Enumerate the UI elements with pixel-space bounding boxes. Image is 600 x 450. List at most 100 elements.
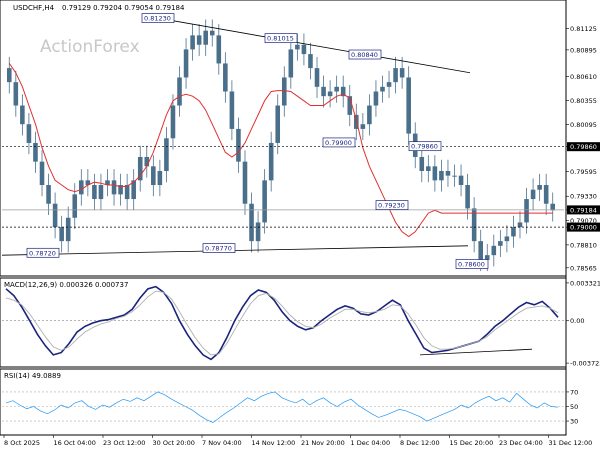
candle-body: [177, 77, 182, 106]
price-tick-label: 0.81125: [570, 25, 597, 33]
candle-body: [13, 82, 19, 106]
annotation-box: [264, 33, 298, 44]
price-tag: [567, 205, 600, 215]
time-tick-label: 31 Dec 12:00: [549, 439, 593, 447]
candle-body: [275, 105, 281, 143]
moving-average: [8, 63, 553, 238]
candle-body: [327, 91, 333, 97]
candle-body: [314, 68, 320, 87]
candle-body: [124, 185, 130, 200]
candle-body: [419, 156, 425, 171]
rsi-line: [5, 391, 559, 423]
candle-body: [26, 124, 32, 143]
annotation-label: 0.79860: [411, 143, 438, 151]
candle-body: [524, 199, 529, 223]
candle-body: [478, 241, 483, 260]
candle-body: [301, 44, 307, 55]
candle-body: [340, 86, 346, 97]
candle-body: [354, 114, 359, 129]
candle-body: [144, 156, 150, 167]
candle-body: [452, 175, 457, 177]
candle-body: [131, 180, 136, 200]
candle-body: [196, 35, 202, 45]
annotation-box: [202, 243, 236, 253]
macd-tick-label: 0.00: [570, 317, 584, 325]
time-tick-label: 14 Nov 12:00: [252, 439, 296, 447]
time-tick-label: 8 Dec 12:00: [400, 439, 440, 447]
time-tick-label: 23 Dec 04:00: [499, 439, 543, 447]
price-tick-label: 0.80095: [570, 121, 597, 129]
rsi-tick-label: 50: [570, 403, 578, 411]
annotation-label: 0.78720: [29, 249, 56, 257]
candle-body: [498, 241, 503, 246]
time-tick-label: 21 Nov 20:00: [301, 439, 345, 447]
time-tick-label: 7 Nov 04:00: [202, 439, 242, 447]
candle-body: [458, 175, 464, 186]
macd-tick-label: -0.003723: [570, 360, 600, 368]
signal-line: [5, 290, 559, 356]
rsi-panel: [0, 368, 567, 436]
annotation-box: [322, 137, 356, 148]
annotation-box: [375, 200, 409, 210]
time-tick-label: 16 Oct 04:00: [54, 439, 96, 447]
price-tick-label: 0.80895: [570, 46, 597, 54]
rsi-tick-label: 30: [570, 418, 578, 426]
candle-body: [229, 91, 235, 129]
time-axis: 8 Oct 2025 16 Oct 04:00 23 Oct 12:00 30 Oct…: [3, 435, 593, 447]
candle-body: [209, 30, 215, 36]
price-tick-label: 0.79330: [570, 193, 597, 201]
candle-body: [85, 180, 91, 186]
candle-body: [367, 105, 372, 125]
macd-axis: 0.003321 0.00 -0.003723: [566, 279, 600, 368]
candle-body: [399, 68, 405, 78]
candle-body: [111, 180, 117, 195]
price-tag: [567, 222, 600, 232]
price-tag-label: 0.79000: [570, 224, 597, 232]
macd-tick-label: 0.003321: [570, 279, 600, 287]
candle-body: [393, 68, 398, 83]
chart-ohlc: 0.79129 0.79204 0.79054 0.79184: [62, 4, 185, 12]
time-tick-label: 8 Oct 2025: [4, 439, 40, 447]
candle-body: [262, 180, 267, 223]
price-tick-label: 0.80355: [570, 97, 597, 105]
candle-body: [268, 142, 274, 181]
candle-body: [255, 222, 261, 242]
annotation-box: [141, 13, 175, 23]
watermark: ActionForex: [40, 37, 140, 57]
candle-body: [550, 203, 556, 211]
candle-body: [39, 161, 45, 186]
time-tick-label: 30 Oct 20:00: [153, 439, 195, 447]
macd-trendline: [419, 348, 533, 356]
candle-body: [52, 203, 58, 228]
rsi-plot: [2, 391, 564, 423]
candle-body: [105, 180, 110, 186]
price-tag-label: 0.79184: [570, 206, 597, 214]
candle-body: [491, 245, 497, 256]
candle-body: [511, 227, 516, 237]
price-axis: 0.81125 0.80895 0.80610 0.80355 0.80095 0.798…: [566, 25, 600, 272]
annotation-box: [408, 141, 442, 152]
candle-body: [236, 128, 241, 162]
candle-body: [137, 156, 143, 181]
candle-body: [216, 35, 222, 64]
candle-body: [543, 185, 549, 204]
candle-body: [445, 170, 451, 176]
price-annotations: 0.81230 0.81015 0.80840 0.79900 0.79860 0.792…: [26, 13, 489, 269]
reference-lines: [2, 146, 564, 228]
chart-symbol: USDCHF,H4: [13, 4, 55, 12]
candle-body: [347, 96, 353, 115]
candle-body: [295, 44, 300, 50]
candle-body: [98, 185, 104, 200]
price-tick-label: 0.79070: [570, 217, 597, 225]
price-candles: [6, 19, 556, 272]
time-tick-label: 23 Oct 12:00: [103, 439, 145, 447]
macd-title: MACD(12,26,9) 0.000326 0.000737: [4, 281, 128, 289]
candle-body: [92, 185, 97, 200]
candle-body: [484, 255, 490, 260]
annotation-box: [455, 259, 489, 269]
candle-body: [432, 166, 438, 181]
price-tag-label: 0.79860: [570, 143, 597, 151]
annotation-label: 0.78770: [205, 245, 232, 253]
candle-body: [249, 203, 254, 242]
